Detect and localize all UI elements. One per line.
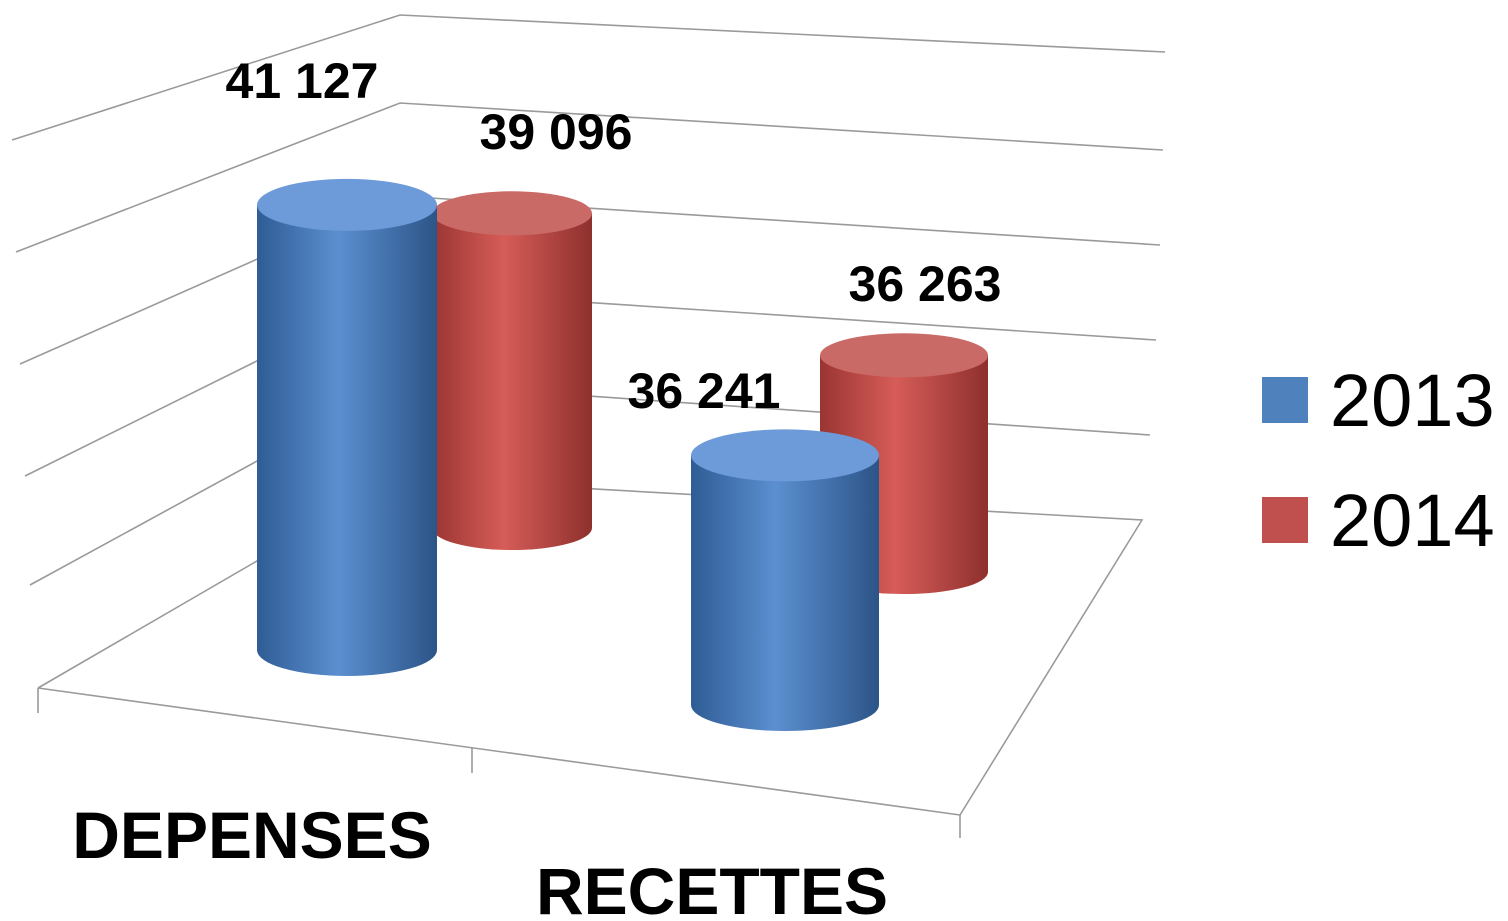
value-labels: 39 096 36 263 41 127 36 241 bbox=[226, 53, 1002, 419]
bar-recettes-2013 bbox=[691, 429, 879, 731]
legend-swatch-2013 bbox=[1262, 377, 1308, 423]
legend-label-2014: 2014 bbox=[1330, 479, 1495, 562]
legend: 2013 2014 bbox=[1262, 359, 1495, 562]
legend-label-2013: 2013 bbox=[1330, 359, 1495, 442]
x-axis bbox=[37, 687, 961, 816]
category-label-depenses: DEPENSES bbox=[72, 798, 431, 872]
gridline bbox=[11, 14, 1166, 141]
bar-body bbox=[432, 213, 592, 551]
bar-top bbox=[691, 429, 879, 482]
data-label-depenses-2013: 41 127 bbox=[226, 53, 379, 109]
data-label-depenses-2014: 39 096 bbox=[480, 104, 633, 160]
data-label-recettes-2013: 36 241 bbox=[628, 363, 781, 419]
category-label-recettes: RECETTES bbox=[536, 854, 888, 921]
gridline bbox=[15, 102, 1164, 253]
bar-depenses-2014 bbox=[432, 191, 592, 551]
bar-body bbox=[257, 204, 437, 677]
bar-body bbox=[691, 455, 879, 731]
bar-top bbox=[257, 178, 437, 231]
bar-top bbox=[820, 333, 988, 378]
bars bbox=[257, 178, 988, 731]
bar-depenses-2013 bbox=[257, 178, 437, 677]
bar-top bbox=[432, 191, 592, 236]
data-label-recettes-2014: 36 263 bbox=[849, 256, 1002, 312]
legend-swatch-2014 bbox=[1262, 497, 1308, 543]
